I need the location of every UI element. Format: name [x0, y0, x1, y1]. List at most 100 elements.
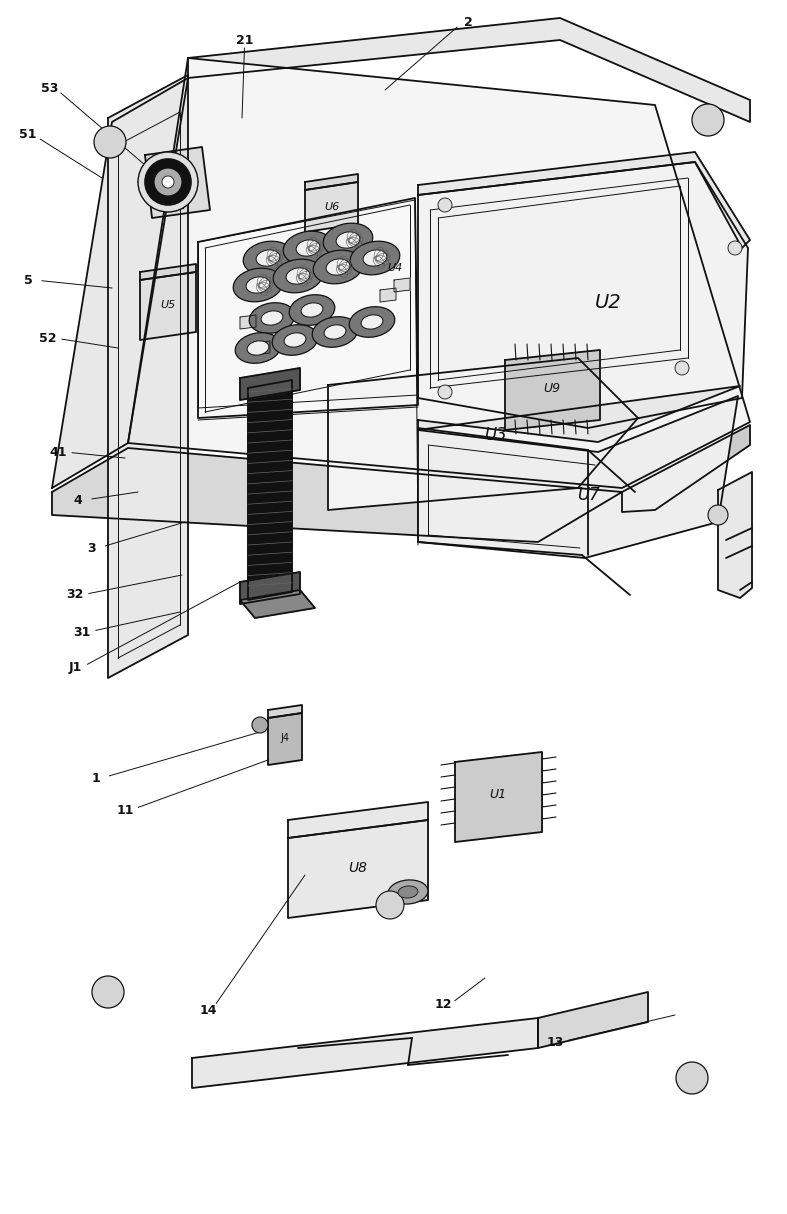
Text: U2: U2 [595, 293, 621, 312]
Ellipse shape [312, 317, 358, 347]
Ellipse shape [284, 333, 306, 347]
Text: 14: 14 [199, 1004, 216, 1016]
Circle shape [692, 104, 724, 136]
Polygon shape [718, 472, 752, 599]
Ellipse shape [247, 341, 269, 356]
Text: 2: 2 [464, 16, 472, 28]
Polygon shape [305, 174, 358, 191]
Text: 52: 52 [39, 331, 57, 345]
Text: U4: U4 [387, 263, 403, 273]
Text: U7: U7 [577, 486, 600, 504]
Polygon shape [288, 802, 428, 838]
Polygon shape [418, 396, 738, 558]
Circle shape [708, 505, 728, 524]
Circle shape [92, 976, 124, 1008]
Text: 53: 53 [41, 81, 59, 95]
Ellipse shape [336, 232, 360, 248]
Circle shape [376, 891, 404, 919]
Polygon shape [380, 288, 396, 302]
Polygon shape [394, 278, 410, 293]
Circle shape [438, 385, 452, 399]
Text: 3: 3 [87, 541, 96, 555]
Polygon shape [505, 350, 600, 430]
Polygon shape [268, 713, 302, 765]
Polygon shape [418, 152, 750, 248]
Circle shape [154, 168, 182, 195]
Circle shape [438, 198, 452, 212]
Polygon shape [248, 380, 292, 600]
Ellipse shape [363, 250, 387, 266]
Text: U9: U9 [544, 381, 560, 395]
Polygon shape [192, 1019, 538, 1088]
Ellipse shape [273, 259, 323, 293]
Polygon shape [305, 182, 358, 232]
Polygon shape [188, 18, 750, 121]
Ellipse shape [301, 302, 323, 317]
Ellipse shape [246, 277, 270, 293]
Circle shape [676, 1062, 708, 1094]
Text: U1: U1 [490, 789, 507, 801]
Text: 4: 4 [74, 494, 83, 506]
Ellipse shape [324, 325, 346, 339]
Text: 51: 51 [19, 129, 37, 142]
Ellipse shape [349, 307, 395, 337]
Polygon shape [328, 358, 638, 510]
Polygon shape [455, 751, 542, 843]
Polygon shape [622, 425, 750, 512]
Polygon shape [108, 75, 188, 677]
Polygon shape [145, 147, 210, 219]
Text: U5: U5 [161, 300, 176, 310]
Circle shape [162, 176, 174, 188]
Polygon shape [240, 314, 256, 329]
Circle shape [94, 126, 126, 158]
Ellipse shape [286, 268, 310, 284]
Polygon shape [240, 590, 315, 618]
Ellipse shape [261, 311, 283, 325]
Polygon shape [52, 78, 188, 488]
Text: 5: 5 [24, 273, 32, 287]
Ellipse shape [323, 223, 373, 257]
Text: 12: 12 [434, 998, 452, 1011]
Ellipse shape [235, 333, 281, 363]
Ellipse shape [361, 314, 383, 329]
Circle shape [145, 159, 191, 205]
Polygon shape [254, 341, 270, 354]
Text: 41: 41 [50, 446, 67, 459]
Polygon shape [140, 272, 196, 340]
Text: 1: 1 [91, 772, 101, 784]
Text: J1: J1 [68, 662, 82, 675]
Ellipse shape [272, 324, 318, 356]
Circle shape [252, 717, 268, 733]
Ellipse shape [398, 886, 418, 898]
Circle shape [675, 361, 689, 375]
Polygon shape [538, 992, 648, 1048]
Polygon shape [268, 705, 302, 717]
Text: 31: 31 [73, 625, 91, 639]
Text: 11: 11 [116, 804, 134, 817]
Circle shape [728, 242, 742, 255]
Text: U8: U8 [349, 861, 368, 875]
Polygon shape [418, 386, 740, 442]
Ellipse shape [249, 302, 295, 334]
Ellipse shape [256, 250, 280, 266]
Text: 32: 32 [66, 589, 83, 601]
Text: U6: U6 [324, 202, 340, 212]
Ellipse shape [243, 242, 293, 274]
Text: 13: 13 [546, 1036, 563, 1049]
Circle shape [138, 152, 198, 212]
Text: 21: 21 [236, 34, 253, 46]
Polygon shape [140, 263, 196, 280]
Ellipse shape [388, 880, 428, 904]
Ellipse shape [313, 250, 363, 284]
Polygon shape [52, 448, 622, 541]
Ellipse shape [289, 295, 334, 325]
Polygon shape [128, 58, 750, 488]
Ellipse shape [296, 240, 320, 256]
Ellipse shape [350, 242, 400, 274]
Ellipse shape [283, 231, 333, 265]
Ellipse shape [326, 259, 350, 276]
Polygon shape [240, 572, 300, 605]
Ellipse shape [233, 268, 283, 302]
Polygon shape [198, 198, 418, 418]
Polygon shape [240, 368, 300, 399]
